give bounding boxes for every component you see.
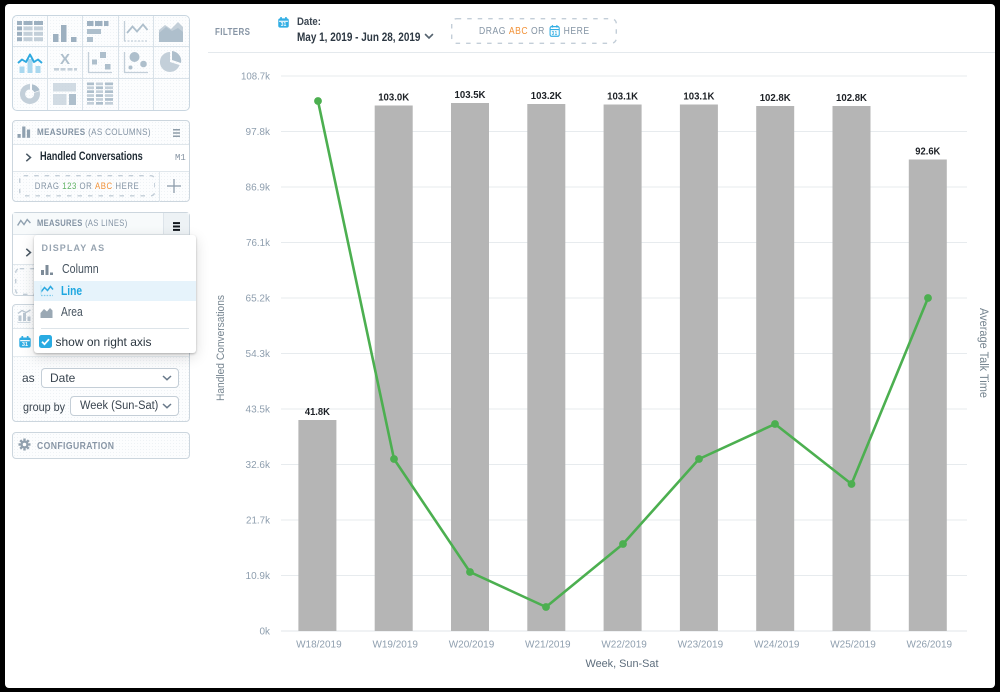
svg-text:X: X — [60, 51, 70, 68]
svg-text:32.6k: 32.6k — [246, 459, 271, 471]
svg-text:92.6K: 92.6K — [915, 146, 940, 158]
svg-text:W24/2019: W24/2019 — [754, 639, 800, 651]
svg-text:65.2k: 65.2k — [246, 293, 271, 305]
svg-text:W26/2019: W26/2019 — [907, 639, 953, 651]
svg-text:Average Talk Time: Average Talk Time — [977, 308, 989, 398]
svg-text:31: 31 — [281, 21, 287, 27]
svg-text:Week, Sun-Sat: Week, Sun-Sat — [586, 658, 659, 670]
svg-text:103.1K: 103.1K — [607, 91, 638, 103]
svg-text:103.2K: 103.2K — [531, 90, 562, 102]
svg-text:43.5k: 43.5k — [246, 404, 271, 416]
svg-text:W19/2019: W19/2019 — [372, 639, 418, 651]
svg-text:103.1K: 103.1K — [683, 91, 714, 103]
svg-text:97.8k: 97.8k — [246, 126, 271, 138]
svg-text:103.0K: 103.0K — [378, 92, 409, 104]
svg-text:W25/2019: W25/2019 — [830, 639, 876, 651]
svg-text:108.7k: 108.7k — [241, 71, 271, 83]
svg-text:41.8K: 41.8K — [305, 406, 330, 418]
svg-text:76.1k: 76.1k — [246, 237, 271, 249]
svg-text:W18/2019: W18/2019 — [296, 639, 342, 651]
svg-text:W21/2019: W21/2019 — [525, 639, 571, 651]
svg-text:Handled Conversations: Handled Conversations — [215, 295, 227, 401]
svg-text:103.5K: 103.5K — [455, 89, 486, 101]
svg-text:21.7k: 21.7k — [246, 515, 271, 527]
svg-text:31: 31 — [22, 341, 28, 347]
svg-text:W20/2019: W20/2019 — [449, 639, 495, 651]
svg-text:W23/2019: W23/2019 — [678, 639, 724, 651]
svg-text:10.9k: 10.9k — [246, 570, 271, 582]
svg-text:102.8K: 102.8K — [760, 92, 791, 104]
svg-text:86.9k: 86.9k — [246, 182, 271, 194]
svg-text:54.3k: 54.3k — [246, 348, 271, 360]
svg-text:31: 31 — [551, 31, 557, 37]
svg-text:102.8K: 102.8K — [836, 92, 867, 104]
svg-text:0k: 0k — [260, 626, 271, 638]
svg-text:W22/2019: W22/2019 — [601, 639, 647, 651]
